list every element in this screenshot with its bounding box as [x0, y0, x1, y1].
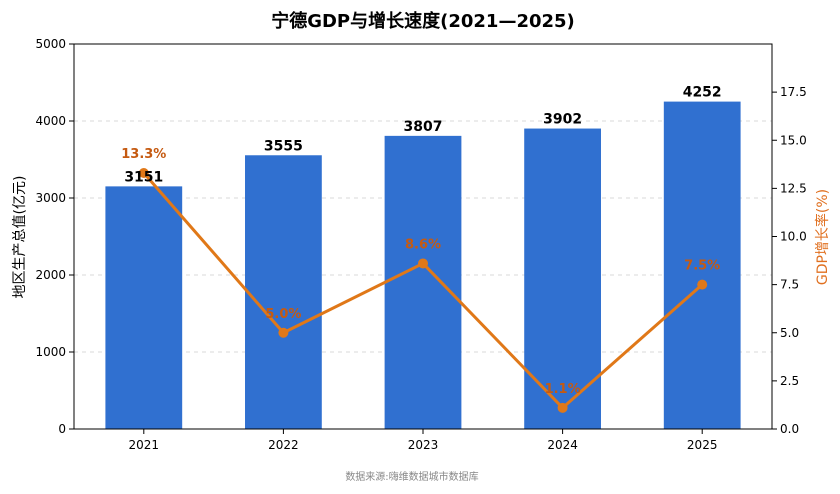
bar-value-label: 4252 [683, 85, 722, 101]
bar-series [105, 101, 741, 429]
growth-rate-label: 1.1% [545, 382, 581, 397]
y-axis-label-right: GDP增长率(%) [814, 189, 831, 285]
growth-rate-label: 13.3% [121, 147, 166, 162]
data-source-note: 数据来源:嗨维数据城市数据库 [345, 470, 478, 483]
growth-rate-label: 8.6% [405, 237, 441, 252]
y-tick-label-right: 2.5 [780, 374, 799, 388]
bar-value-label: 3555 [264, 138, 303, 154]
growth-rate-point-2022 [278, 327, 289, 338]
x-tick-label: 2023 [408, 438, 439, 452]
y-tick-label-right: 7.5 [780, 278, 799, 292]
y-axis-label-left: 地区生产总值(亿元) [12, 176, 28, 299]
growth-rate-point-2023 [418, 258, 428, 269]
bar-value-label: 3902 [543, 112, 582, 128]
y-tick-label-left: 4000 [35, 114, 66, 128]
bar-2025 [663, 101, 741, 429]
axes: 0 1000 2000 3000 4000 5000 0.0 2.5 5.0 7.5 10.0 12.… [35, 37, 806, 452]
y-tick-label-left: 3000 [35, 191, 66, 205]
y-tick-label-left: 0 [58, 422, 66, 436]
y-tick-label-right: 5.0 [780, 326, 799, 340]
x-tick-label: 2024 [547, 438, 578, 452]
data-labels: 3151 3555 3807 3902 4252 13.3% 5.0% 8.6% 1.1% 7.5… [121, 85, 721, 397]
y-tick-label-right: 15.0 [780, 133, 807, 147]
bar-2021 [105, 186, 183, 429]
y-tick-label-left: 1000 [35, 345, 66, 359]
y-tick-label-right: 0.0 [780, 422, 799, 436]
y-tick-label-left: 5000 [35, 37, 66, 51]
growth-rate-label: 7.5% [684, 259, 720, 274]
y-tick-label-right: 12.5 [780, 181, 807, 195]
y-tick-label-right: 17.5 [780, 85, 807, 99]
growth-rate-point-2024 [557, 402, 568, 413]
bar-2023 [384, 135, 462, 429]
bar-2024 [524, 128, 601, 429]
bar-2022 [245, 155, 322, 429]
bar-value-label: 3151 [124, 169, 163, 185]
growth-rate-label: 5.0% [265, 307, 301, 322]
chart-title: 宁德GDP与增长速度(2021—2025) [271, 10, 575, 32]
line-series [138, 167, 708, 413]
y-tick-label-left: 2000 [35, 268, 66, 282]
x-tick-label: 2025 [687, 438, 718, 452]
growth-rate-point-2025 [697, 279, 708, 290]
bar-value-label: 3807 [404, 119, 443, 135]
x-tick-label: 2021 [129, 438, 160, 452]
y-tick-label-right: 10.0 [780, 230, 807, 244]
growth-rate-point-2021 [138, 167, 149, 178]
x-tick-label: 2022 [268, 438, 299, 452]
